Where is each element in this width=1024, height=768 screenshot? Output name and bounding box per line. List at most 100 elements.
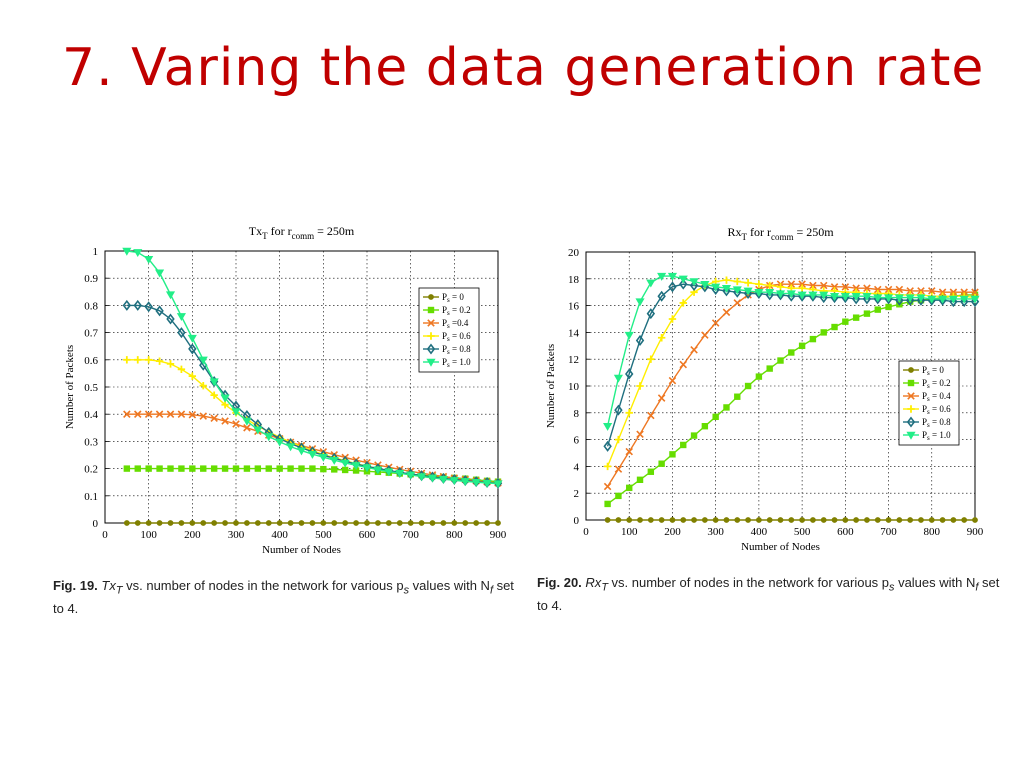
x-tick-label: 400 xyxy=(271,529,288,541)
data-point xyxy=(276,465,283,472)
y-tick-label: 0.6 xyxy=(84,355,98,367)
data-point xyxy=(145,465,152,472)
legend-label: Ps = 0 xyxy=(442,292,464,304)
data-point xyxy=(473,520,480,526)
data-point xyxy=(134,465,141,472)
data-point xyxy=(429,520,436,526)
data-point xyxy=(667,272,678,281)
data-point xyxy=(165,291,176,300)
data-point xyxy=(329,456,339,465)
data-point xyxy=(647,468,655,475)
data-point xyxy=(287,465,294,472)
data-point xyxy=(873,285,882,294)
data-point xyxy=(318,453,328,462)
data-point xyxy=(938,295,948,304)
data-point xyxy=(712,517,719,523)
data-point xyxy=(745,517,751,523)
data-point xyxy=(721,284,732,293)
data-point xyxy=(298,520,305,526)
caption-label: Fig. 19. xyxy=(53,578,98,593)
data-point xyxy=(624,331,634,340)
data-point xyxy=(668,376,677,385)
data-point xyxy=(626,484,633,492)
data-point xyxy=(733,286,742,298)
x-tick-label: 200 xyxy=(184,529,201,541)
data-point xyxy=(918,517,924,523)
data-point xyxy=(265,520,272,526)
data-point xyxy=(242,417,252,426)
data-point xyxy=(210,391,218,399)
data-point xyxy=(440,520,447,526)
data-point xyxy=(960,288,968,296)
data-point xyxy=(906,287,914,295)
data-point xyxy=(885,517,892,523)
y-tick-label: 0 xyxy=(93,518,99,530)
data-point xyxy=(396,520,403,526)
legend-label: Ps = 0.8 xyxy=(442,344,471,356)
data-point xyxy=(916,294,926,306)
data-point xyxy=(637,517,643,523)
data-point xyxy=(668,281,677,293)
data-point xyxy=(603,423,613,431)
legend-box xyxy=(898,360,960,446)
data-point xyxy=(884,285,893,294)
data-point xyxy=(797,291,807,300)
data-point xyxy=(451,520,458,526)
data-point xyxy=(178,465,185,472)
x-tick-label: 0 xyxy=(583,526,589,538)
data-point xyxy=(810,517,816,523)
data-point xyxy=(928,517,935,523)
data-point xyxy=(959,295,969,304)
data-point xyxy=(189,520,196,526)
data-point xyxy=(200,520,207,526)
data-point xyxy=(614,404,623,416)
data-point xyxy=(353,520,359,526)
data-point xyxy=(755,280,763,288)
data-point xyxy=(852,284,860,292)
legend-marker xyxy=(907,405,915,413)
data-point xyxy=(722,276,731,284)
data-point xyxy=(495,520,501,526)
data-point xyxy=(635,334,645,346)
data-point xyxy=(896,517,903,523)
data-point xyxy=(320,520,327,526)
data-point xyxy=(862,293,872,305)
data-point xyxy=(679,360,688,369)
data-point xyxy=(949,288,958,296)
data-point xyxy=(690,432,698,439)
data-point xyxy=(156,520,163,526)
data-point xyxy=(167,520,174,526)
data-point xyxy=(733,277,741,286)
data-point xyxy=(615,492,622,500)
y-tick-label: 0 xyxy=(574,515,580,527)
legend-label: Ps = 0 xyxy=(922,365,944,377)
legend-label: Ps = 0.2 xyxy=(922,378,951,390)
data-point xyxy=(874,306,881,313)
data-point xyxy=(711,283,720,296)
data-point xyxy=(852,314,860,321)
data-point xyxy=(743,288,753,300)
data-point xyxy=(765,289,774,301)
data-point xyxy=(732,286,742,295)
data-point xyxy=(133,410,142,418)
data-point xyxy=(678,275,688,284)
data-point xyxy=(700,280,710,289)
data-point xyxy=(679,299,687,307)
data-point xyxy=(689,279,699,292)
x-axis-label: Number of Nodes xyxy=(741,541,820,553)
data-point xyxy=(851,293,861,305)
x-tick-label: 500 xyxy=(794,526,811,538)
data-point xyxy=(971,288,979,296)
y-axis-label: Number of Packets xyxy=(64,345,76,429)
data-point xyxy=(799,517,806,523)
caption-label: Fig. 20. xyxy=(537,575,582,590)
legend-label: Ps = 1.0 xyxy=(922,430,951,442)
caption-text-3: set to 4. xyxy=(53,578,514,616)
data-point xyxy=(895,294,904,306)
data-point xyxy=(342,520,349,526)
data-point xyxy=(701,423,709,430)
data-point xyxy=(178,520,185,526)
data-point xyxy=(950,517,957,523)
data-point xyxy=(209,378,219,387)
data-point xyxy=(155,269,165,278)
